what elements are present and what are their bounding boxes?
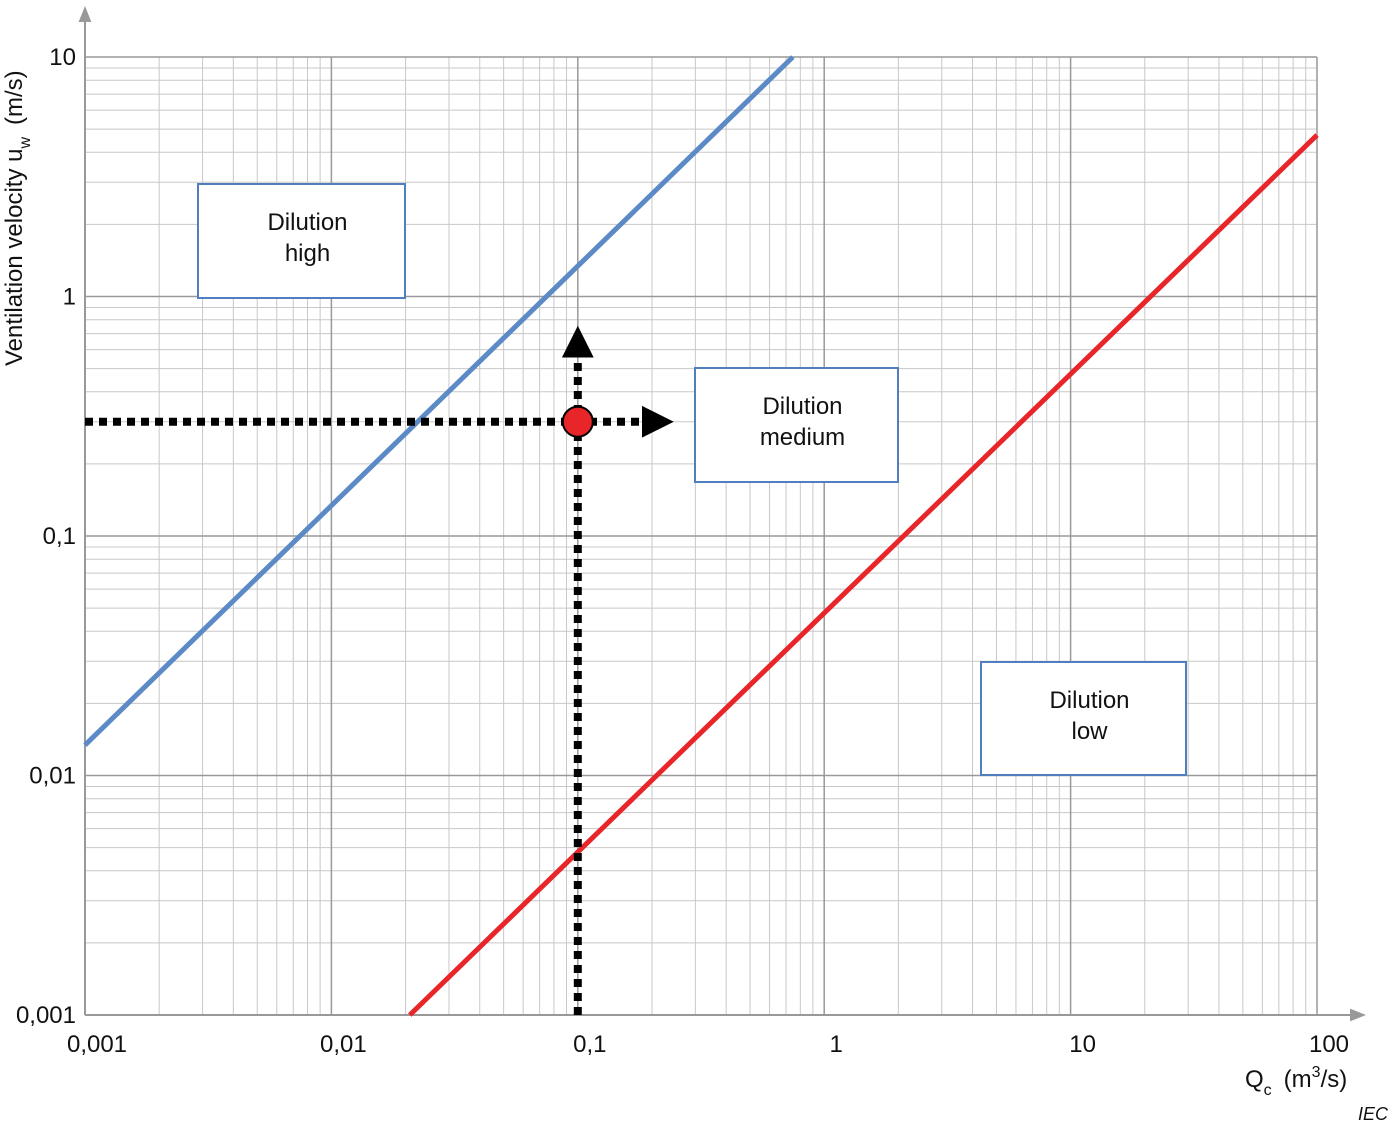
marker-point <box>561 405 594 438</box>
x-label-part: c <box>1264 1082 1272 1099</box>
x-label-part: /s) <box>1321 1066 1348 1093</box>
y-label-part: (m/s) <box>1 70 28 125</box>
y-tick-label: 0,01 <box>29 763 76 790</box>
annotation-text: medium <box>760 424 845 451</box>
x-tick-label: 100 <box>1309 1031 1349 1058</box>
x-tick-label: 0,1 <box>573 1031 606 1058</box>
y-tick-label: 10 <box>49 44 76 71</box>
y-label-part: Ventilation velocity u <box>1 149 28 366</box>
x-tick-label: 0,01 <box>320 1031 367 1058</box>
x-label-part: (m <box>1284 1066 1312 1093</box>
y-tick-label: 0,001 <box>16 1002 76 1029</box>
x-axis-label: Qc (m3/s) <box>1245 1064 1347 1099</box>
x-label-part: Q <box>1245 1066 1264 1093</box>
annotation-text: low <box>1071 718 1108 745</box>
line <box>408 133 1319 1017</box>
annotation-text: Dilution <box>1049 687 1129 714</box>
line <box>83 55 795 747</box>
annotation-text: Dilution <box>267 209 347 236</box>
x-tick-label: 10 <box>1069 1031 1096 1058</box>
annotation-text: Dilution <box>762 393 842 420</box>
annotation-box <box>197 183 406 299</box>
x-label-part: 3 <box>1312 1064 1321 1081</box>
y-tick-label: 0,1 <box>43 523 76 550</box>
annotation-text: high <box>285 240 330 267</box>
annotation-box <box>980 661 1187 776</box>
y-axis-label: Ventilation velocity uw (m/s) <box>1 70 34 366</box>
source: IEC <box>1358 1104 1389 1124</box>
annotation-box <box>694 367 899 483</box>
y-label-part: w <box>17 137 34 150</box>
y-tick-label: 1 <box>63 284 76 311</box>
x-tick-label: 0,001 <box>67 1031 127 1058</box>
x-tick-label: 1 <box>830 1031 843 1058</box>
